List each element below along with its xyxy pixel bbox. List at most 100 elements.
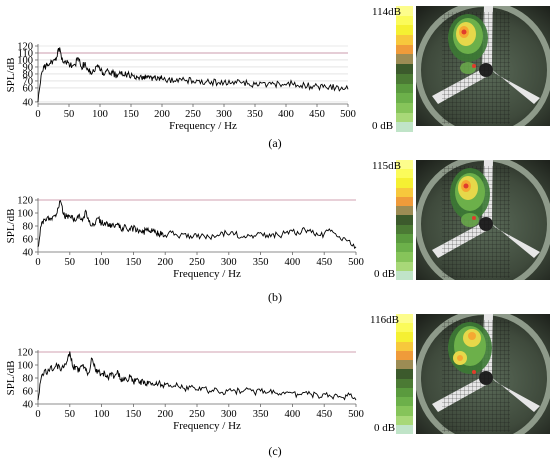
x-tick-label: 400 xyxy=(278,109,294,120)
panel-a: 0 50 100 150 200 250 300 350 400 450 500 40 60 70 80 90… xyxy=(0,0,550,150)
x-tick-label: 200 xyxy=(154,109,170,120)
colorbar-c xyxy=(396,314,413,435)
y-tick-label: 120 xyxy=(17,348,33,359)
x-axis-label: Frequency / Hz xyxy=(173,420,241,432)
colorbar-b xyxy=(396,160,413,281)
colorbar-swatch xyxy=(396,206,413,216)
x-tick-label: 150 xyxy=(126,257,142,268)
x-tick-label: 350 xyxy=(253,257,269,268)
x-tick-label: 50 xyxy=(64,109,75,120)
colorbar-swatch xyxy=(396,64,413,75)
colorbar-swatch xyxy=(396,83,413,94)
colorbar-a xyxy=(396,6,413,133)
x-tick-label: 350 xyxy=(253,409,269,420)
x-tick-label: 0 xyxy=(35,409,40,420)
colorbar-swatch xyxy=(396,15,413,26)
x-tick-label: 50 xyxy=(65,257,76,268)
colorbar-swatch xyxy=(396,160,413,170)
y-axis-label: SPL/dB xyxy=(5,58,17,93)
y-tick-label: 90 xyxy=(23,62,34,73)
x-tick-label: 300 xyxy=(221,409,237,420)
spl-series-line xyxy=(37,351,357,401)
x-tick-label: 450 xyxy=(309,109,325,120)
colorbar-swatch xyxy=(396,25,413,36)
x-tick-label: 250 xyxy=(189,409,205,420)
colorbar-swatch xyxy=(396,323,413,333)
colorbar-swatch xyxy=(396,187,413,198)
colorbar-swatch xyxy=(396,233,413,244)
y-tick-label: 40 xyxy=(23,248,34,259)
x-tick-label: 300 xyxy=(216,109,232,120)
y-axis-label: SPL/dB xyxy=(5,361,17,396)
colorbar-swatch xyxy=(396,415,413,426)
x-tick-label: 250 xyxy=(189,257,205,268)
y-tick-label: 60 xyxy=(23,235,34,246)
y-axis-label: SPL/dB xyxy=(5,209,17,244)
colorbar-swatch xyxy=(396,387,413,398)
x-tick-label: 50 xyxy=(65,409,76,420)
x-tick-label: 400 xyxy=(285,409,301,420)
beamforming-map-c xyxy=(416,314,550,434)
colorbar-swatch xyxy=(396,35,413,46)
x-axis-label: Frequency / Hz xyxy=(169,120,237,132)
spectrum-chart-b: 0 50 100 150 200 250 300 350 400 450 500 40 60 80 100 1… xyxy=(5,196,364,281)
colorbar-max-label-b: 115dB xyxy=(372,160,401,172)
x-tick-label: 450 xyxy=(316,257,332,268)
y-tick-label: 70 xyxy=(23,76,34,87)
colorbar-swatch xyxy=(396,350,413,361)
x-tick-label: 350 xyxy=(247,109,263,120)
y-tick-label: 100 xyxy=(17,209,33,220)
colorbar-swatch xyxy=(396,93,413,104)
colorbar-swatch xyxy=(396,360,413,370)
x-tick-label: 0 xyxy=(35,257,40,268)
y-tick-label: 120 xyxy=(17,42,33,53)
x-tick-label: 100 xyxy=(94,409,110,420)
y-tick-label: 100 xyxy=(17,55,33,66)
x-tick-label: 0 xyxy=(35,109,40,120)
colorbar-swatch xyxy=(396,122,413,133)
y-tick-label: 60 xyxy=(23,387,34,398)
x-axis-label: Frequency / Hz xyxy=(173,268,241,280)
colorbar-swatch xyxy=(396,178,413,189)
beamforming-map-a xyxy=(416,6,550,126)
colorbar-swatch xyxy=(396,169,413,179)
x-tick-label: 150 xyxy=(123,109,139,120)
caption-b: (b) xyxy=(268,290,282,304)
colorbar-swatch xyxy=(396,215,413,226)
colorbar-swatch xyxy=(396,424,413,435)
y-tick-label: 40 xyxy=(23,400,34,411)
colorbar-swatch xyxy=(396,102,413,114)
panel-c: 0 50 100 150 200 250 300 350 400 450 500 40 60 80 100 1… xyxy=(0,306,550,458)
y-tick-label: 120 xyxy=(17,196,33,207)
y-tick-label: 80 xyxy=(23,222,34,233)
colorbar-swatch xyxy=(396,261,413,272)
x-tick-label: 450 xyxy=(316,409,332,420)
colorbar-swatch xyxy=(396,112,413,123)
colorbar-swatch xyxy=(396,243,413,253)
colorbar-swatch xyxy=(396,378,413,389)
colorbar-swatch xyxy=(396,224,413,235)
x-tick-label: 500 xyxy=(348,257,364,268)
colorbar-swatch xyxy=(396,369,413,380)
x-tick-label: 150 xyxy=(126,409,142,420)
x-tick-label: 100 xyxy=(94,257,110,268)
colorbar-min-label-b: 0 dB xyxy=(374,268,396,280)
colorbar-min-label-a: 0 dB xyxy=(372,120,394,132)
x-tick-label: 100 xyxy=(92,109,108,120)
colorbar-swatch xyxy=(396,196,413,207)
caption-a: (a) xyxy=(268,136,282,150)
colorbar-swatch xyxy=(396,314,413,324)
x-tick-label: 300 xyxy=(221,257,237,268)
y-tick-label: 80 xyxy=(23,69,34,80)
colorbar-swatch xyxy=(396,406,413,417)
colorbar-swatch xyxy=(396,270,413,281)
x-tick-label: 250 xyxy=(185,109,201,120)
colorbar-swatch xyxy=(396,341,413,352)
colorbar-swatch xyxy=(396,332,413,343)
colorbar-swatch xyxy=(396,73,413,85)
panel-b: 0 50 100 150 200 250 300 350 400 450 500 40 60 80 100 1… xyxy=(0,152,550,304)
colorbar-max-label-a: 114dB xyxy=(372,6,401,18)
colorbar-max-label-c: 116dB xyxy=(370,314,399,326)
x-tick-label: 200 xyxy=(157,409,173,420)
spectrum-chart-a: 0 50 100 150 200 250 300 350 400 450 500 40 60708090… xyxy=(5,42,356,133)
